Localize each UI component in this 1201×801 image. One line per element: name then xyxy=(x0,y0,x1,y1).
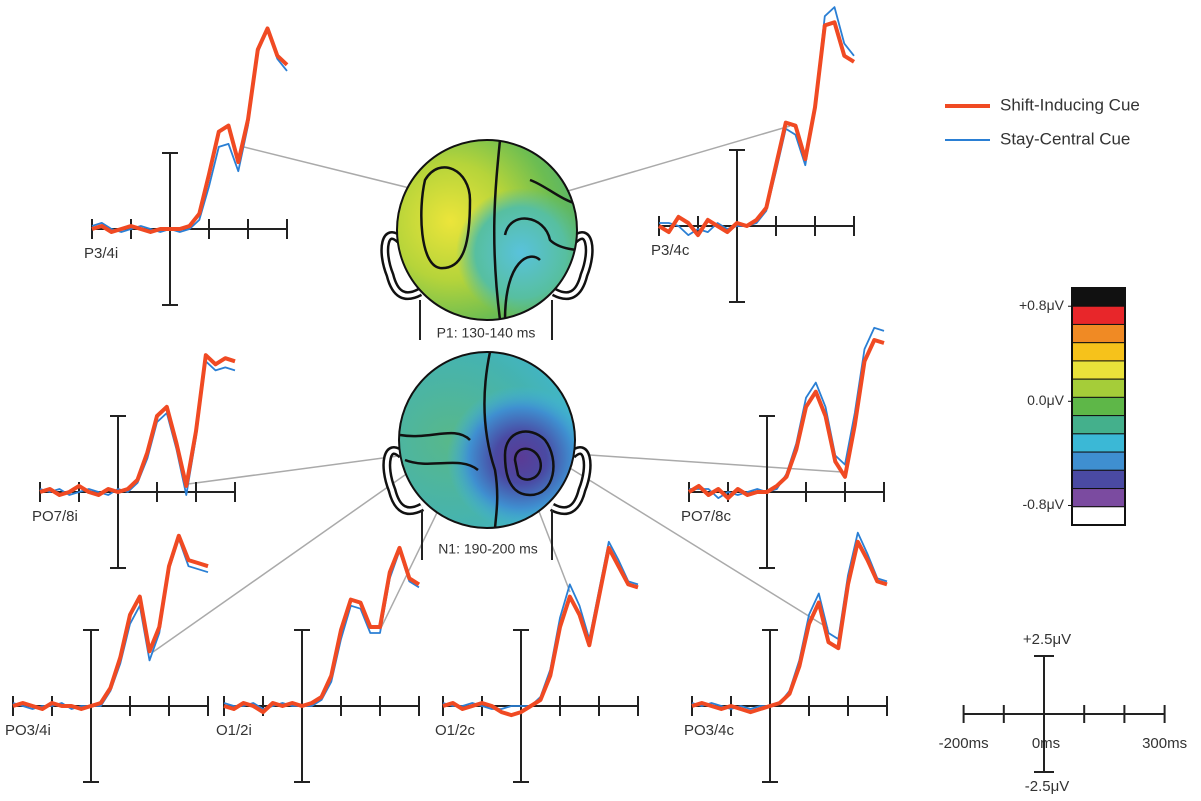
contour xyxy=(503,430,555,497)
colorbar-cell xyxy=(1071,305,1126,325)
ear xyxy=(553,233,592,298)
head-outline xyxy=(398,351,576,529)
panel-label: O1/2i xyxy=(216,722,252,739)
topomap: P1: 130-140 ms xyxy=(380,139,594,341)
erp-line xyxy=(691,539,888,715)
panel-label: PO7/8i xyxy=(32,508,78,525)
erp-panel: O1/2i xyxy=(216,545,421,783)
erp-line xyxy=(12,533,209,711)
panel-label: PO7/8c xyxy=(681,508,732,525)
erp-panel: P3/4i xyxy=(84,26,289,306)
colorbar-cell xyxy=(1071,469,1126,490)
erp-panel: PO7/8i xyxy=(32,353,236,569)
scale-y-label: +2.5μV xyxy=(1023,631,1071,648)
colorbar-frame xyxy=(1071,287,1126,526)
erp-line xyxy=(223,545,421,715)
scale-x-label: -200ms xyxy=(939,735,989,752)
panel-label: P3/4c xyxy=(651,242,690,259)
colorbar-cell xyxy=(1071,396,1126,417)
colorbar-cell xyxy=(1071,360,1126,380)
scale-x-label: 0ms xyxy=(1032,735,1060,752)
colorbar-cell xyxy=(1071,323,1126,344)
panel-label: O1/2c xyxy=(435,722,476,739)
ear xyxy=(382,233,421,298)
legend-label: Shift-Inducing Cue xyxy=(1000,95,1140,114)
legend-label: Stay-Central Cue xyxy=(1000,129,1130,148)
connector xyxy=(564,464,829,629)
erp-line xyxy=(657,20,856,238)
contour xyxy=(513,447,543,481)
scale-x-label: 300ms xyxy=(1142,735,1187,752)
ear xyxy=(384,448,423,513)
erp-line xyxy=(39,353,236,497)
contour xyxy=(399,352,499,528)
colorbar-cell xyxy=(1071,378,1126,398)
ear xyxy=(551,448,590,513)
head-outline xyxy=(396,139,578,321)
colorbar-cell xyxy=(1071,287,1126,307)
colorbar-cell xyxy=(1071,451,1126,471)
panel-label: PO3/4i xyxy=(5,722,51,739)
panel-label: PO3/4c xyxy=(684,722,735,739)
erp-line xyxy=(687,338,885,501)
colorbar-label: 0.0μV xyxy=(1027,392,1065,408)
colorbar-cell xyxy=(1071,488,1126,508)
erp-line xyxy=(442,540,639,710)
connector xyxy=(544,451,843,473)
erp-line xyxy=(691,531,888,710)
colorbar-cell xyxy=(1071,506,1126,526)
colorbar-label: -0.8μV xyxy=(1022,496,1064,512)
colorbar-cell xyxy=(1071,415,1126,435)
contour xyxy=(420,166,472,270)
scale-y-label: -2.5μV xyxy=(1025,778,1070,795)
topomap: N1: 190-200 ms xyxy=(382,351,592,560)
colorbar-cell xyxy=(1071,433,1126,453)
erp-panel: PO3/4i xyxy=(5,533,209,783)
topomap-label: N1: 190-200 ms xyxy=(438,541,538,557)
erp-line xyxy=(442,545,639,718)
colorbar-label: +0.8μV xyxy=(1019,297,1065,313)
erp-line xyxy=(91,26,289,234)
contour xyxy=(492,140,502,320)
erp-panel: O1/2c xyxy=(435,540,639,783)
topomap-label: P1: 130-140 ms xyxy=(437,325,536,341)
erp-panel: PO7/8c xyxy=(681,326,885,569)
connector xyxy=(152,469,413,653)
panel-label: P3/4i xyxy=(84,245,118,262)
erp-panel: PO3/4c xyxy=(684,531,888,783)
colorbar-cell xyxy=(1071,342,1126,362)
erp-panel: P3/4c xyxy=(651,6,856,303)
